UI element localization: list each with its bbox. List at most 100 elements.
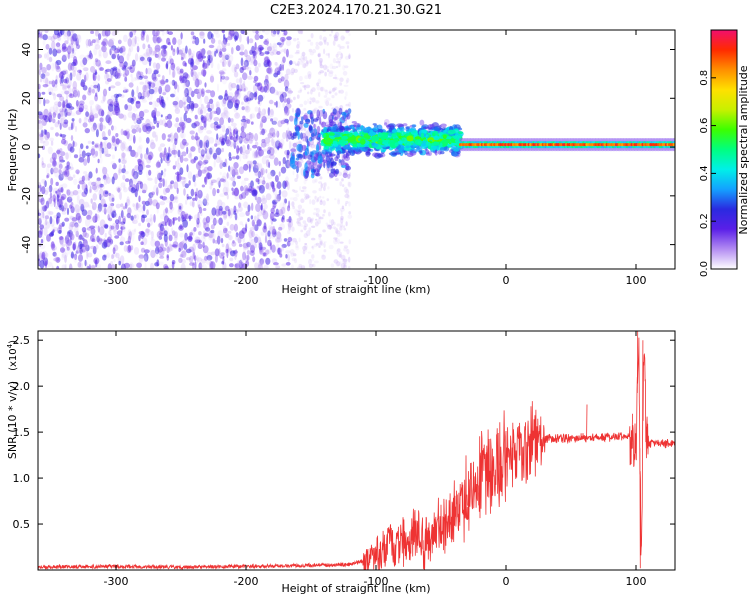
spectrogram-cell bbox=[153, 214, 156, 223]
spectrogram-cell bbox=[97, 74, 100, 81]
spectrogram-cell bbox=[304, 223, 308, 227]
spectrogram-cell bbox=[228, 92, 234, 99]
spectrogram-cell bbox=[434, 126, 442, 131]
spectrogram-cell bbox=[296, 44, 299, 48]
spectrogram-cell bbox=[231, 123, 237, 127]
spectrogram-cell bbox=[135, 53, 138, 61]
spectrogram-cell bbox=[204, 233, 209, 237]
spectrogram-cell bbox=[295, 126, 299, 133]
spectrogram-cell bbox=[90, 246, 96, 249]
colorbar: 0.00.20.40.60.8 Normalized spectral ampl… bbox=[699, 30, 750, 277]
spectrogram-cell bbox=[305, 194, 309, 200]
spectrogram-cell bbox=[277, 101, 280, 108]
spectrogram-cell bbox=[123, 73, 128, 77]
spectrogram-cell bbox=[330, 129, 336, 132]
spectrogram-cell bbox=[307, 71, 311, 77]
spectrogram-cell bbox=[189, 87, 192, 95]
spectrogram-cell bbox=[94, 214, 100, 221]
spectrogram-cell bbox=[148, 197, 153, 205]
spectrogram-cell bbox=[258, 95, 264, 102]
spectrogram-cell bbox=[41, 186, 45, 194]
spectrogram-cell bbox=[325, 140, 333, 144]
spectrogram-cell bbox=[55, 79, 58, 84]
spectrogram-cell bbox=[209, 45, 215, 48]
spectrogram-cell bbox=[113, 100, 116, 106]
spectrogram-cell bbox=[71, 251, 74, 258]
spectrogram-cell bbox=[177, 39, 182, 45]
spectrogram-cell bbox=[259, 163, 262, 172]
spectrogram-cell bbox=[87, 227, 93, 231]
spectrogram-cell bbox=[325, 152, 333, 158]
spectrogram-cell bbox=[111, 254, 114, 259]
spectrogram-cell bbox=[275, 175, 279, 182]
spectrogram-cell bbox=[76, 100, 79, 107]
spectrogram-cell bbox=[322, 200, 325, 206]
spectrogram-cell bbox=[316, 117, 319, 120]
spectrogram-cell bbox=[115, 133, 118, 137]
spectrogram-cell bbox=[324, 241, 327, 243]
spectrogram-cell bbox=[293, 38, 297, 41]
spectrogram-cell bbox=[311, 133, 314, 137]
spectrogram-cell bbox=[102, 30, 106, 37]
spectrogram-cell bbox=[233, 188, 239, 197]
spectrogram-cell bbox=[72, 244, 75, 251]
spectrogram-cell bbox=[279, 209, 284, 216]
spectrogram-cell bbox=[191, 31, 195, 35]
spectrogram-cell bbox=[308, 259, 312, 265]
spectrogram-cell bbox=[181, 126, 184, 133]
spectrogram-cell bbox=[239, 52, 244, 56]
spectrogram-cell bbox=[226, 60, 232, 67]
spectrogram-cell bbox=[45, 261, 47, 269]
spectrogram-cell bbox=[117, 188, 120, 193]
spectrogram-cell bbox=[231, 83, 237, 88]
spectrogram-cell bbox=[56, 154, 59, 159]
spectrogram-cell bbox=[139, 136, 142, 143]
spectrogram-cell bbox=[286, 219, 289, 222]
spectrogram-cell bbox=[332, 66, 337, 69]
spectrogram-cell bbox=[77, 193, 80, 201]
spectrogram-cell bbox=[261, 259, 265, 265]
spectrogram-cell bbox=[263, 211, 269, 220]
spectrogram-cell bbox=[242, 224, 244, 227]
spectrogram-cell bbox=[279, 39, 282, 44]
spectrogram-cell bbox=[276, 209, 279, 215]
spectrogram-cell bbox=[82, 67, 87, 70]
spectrogram-cell bbox=[124, 245, 128, 252]
spectrogram-cell bbox=[104, 203, 107, 207]
spectrogram-cell bbox=[72, 120, 74, 129]
spectrogram-cell bbox=[303, 189, 307, 193]
spectrogram-cell bbox=[274, 102, 276, 105]
spectrogram-cell bbox=[290, 156, 295, 164]
spectrogram-cell bbox=[343, 259, 348, 262]
spectrogram-cell bbox=[163, 171, 166, 177]
spectrogram-cell bbox=[86, 39, 90, 46]
spectrogram-cell bbox=[112, 155, 115, 160]
spectrogram-cell bbox=[368, 132, 376, 137]
spectrogram-cell bbox=[222, 162, 226, 167]
x-tick-label: 0 bbox=[503, 274, 510, 287]
spectrogram-cell bbox=[174, 81, 178, 89]
spectrogram-cell bbox=[342, 184, 344, 187]
spectrogram-cell bbox=[319, 41, 323, 45]
spectrogram-cell bbox=[327, 161, 331, 169]
spectrogram-cell bbox=[310, 219, 312, 222]
spectrogram-cell bbox=[213, 117, 219, 121]
spectrogram-cell bbox=[179, 100, 184, 109]
spectrogram-cell bbox=[222, 211, 226, 215]
spectrogram-cell bbox=[157, 74, 160, 77]
spectrogram-cell bbox=[433, 146, 439, 151]
spectrogram-cell bbox=[264, 82, 266, 86]
spectrogram-cell bbox=[194, 261, 196, 269]
spectrogram-cell bbox=[319, 116, 321, 124]
spectrogram-cell bbox=[191, 69, 194, 77]
spectrogram-cell bbox=[99, 67, 104, 71]
spectrogram-cell bbox=[138, 235, 141, 242]
spectrogram-cell bbox=[217, 189, 220, 193]
spectrogram-cell bbox=[48, 36, 53, 40]
spectrogram-cell bbox=[88, 141, 91, 144]
spectrogram-cell bbox=[153, 185, 158, 193]
spectrogram-cell bbox=[248, 183, 251, 187]
spectrogram-cell bbox=[337, 198, 340, 202]
spectrogram-cell bbox=[202, 116, 208, 124]
spectrogram-cell bbox=[98, 238, 102, 245]
